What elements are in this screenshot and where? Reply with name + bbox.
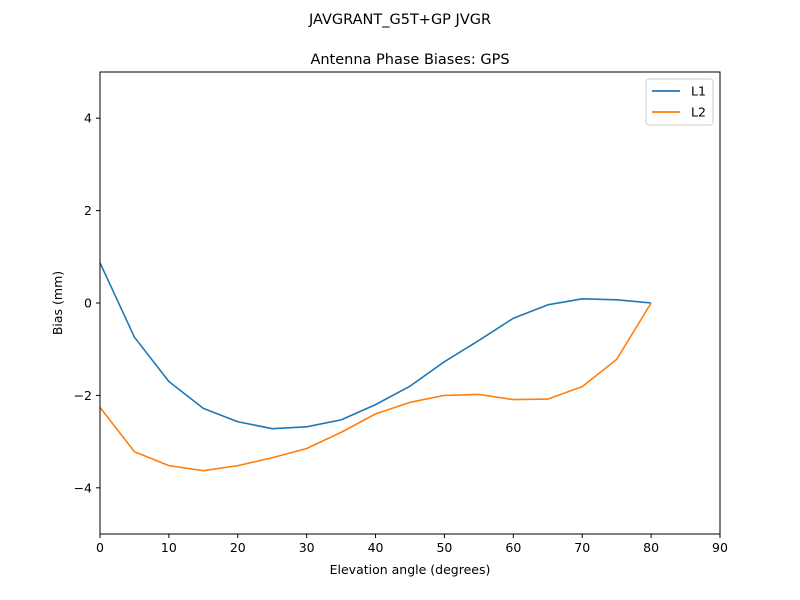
x-tick-label: 80: [643, 540, 659, 555]
x-tick-label: 20: [230, 540, 246, 555]
y-tick-label: −4: [74, 480, 92, 495]
series-line-l2: [99, 302, 652, 472]
x-tick-label: 0: [96, 540, 104, 555]
legend-label-l2: L2: [691, 105, 706, 120]
x-tick-label: 40: [368, 540, 384, 555]
x-tick-label: 60: [505, 540, 521, 555]
plot-frame: [99, 71, 721, 535]
y-axis-label: Bias (mm): [50, 271, 65, 335]
x-tick-label: 90: [712, 540, 728, 555]
y-tick-label: 0: [84, 296, 92, 311]
x-tick-label: 70: [574, 540, 590, 555]
x-tick-label: 30: [299, 540, 315, 555]
series-line-l1: [99, 262, 652, 430]
y-tick-label: 2: [84, 203, 92, 218]
y-tick-label: 4: [84, 111, 92, 126]
chart-title: Antenna Phase Biases: GPS: [310, 52, 509, 68]
legend-label-l1: L1: [691, 84, 706, 99]
chart-suptitle: JAVGRANT_G5T+GP JVGR: [308, 12, 491, 28]
x-tick-label: 10: [161, 540, 177, 555]
x-tick-label: 50: [436, 540, 452, 555]
y-tick-label: −2: [74, 388, 92, 403]
x-axis-label: Elevation angle (degrees): [330, 562, 491, 577]
